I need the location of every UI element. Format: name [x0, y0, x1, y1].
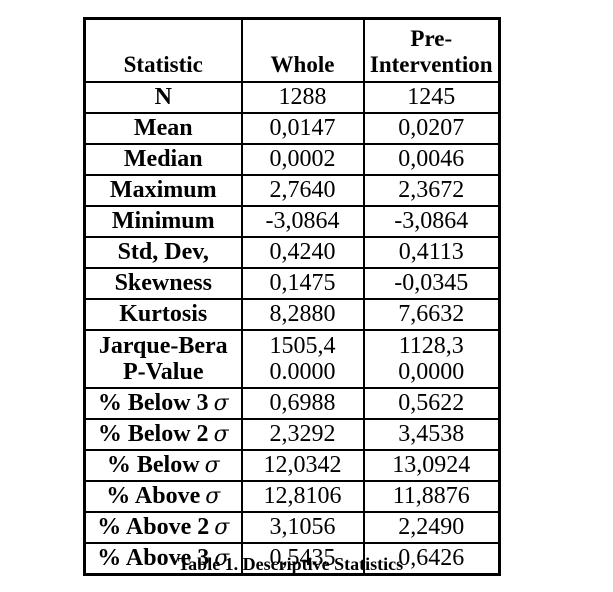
whole-value: 0,0002: [240, 143, 365, 176]
p-value-label: P-Value: [123, 359, 204, 385]
pre-intervention-value: 2,2490: [362, 511, 501, 544]
pre-intervention-value: 11,8876: [362, 480, 501, 513]
row-label-text: % Below: [106, 452, 200, 478]
row-label-text: % Below 3: [97, 390, 209, 416]
row-label: Kurtosis: [83, 298, 243, 331]
whole-value: 2,7640: [240, 174, 365, 207]
whole-value: 0,4240: [240, 236, 365, 269]
whole-value: 0,0147: [240, 112, 365, 145]
row-label-text: % Above 2: [97, 514, 210, 540]
sigma-symbol: σ: [213, 422, 229, 447]
whole-value: 1288: [240, 81, 365, 114]
table-row-maximum: Maximum 2,7640 2,3672: [83, 174, 501, 207]
whole-value: 12,8106: [240, 480, 365, 513]
row-label: % Above σ: [83, 480, 243, 513]
pre-intervention-value: 1245: [362, 81, 501, 114]
row-label: Mean: [83, 112, 243, 145]
whole-value: -3,0864: [240, 205, 365, 238]
row-label: Median: [83, 143, 243, 176]
pre-intervention-value: 7,6632: [362, 298, 501, 331]
pre-intervention-value: 0,5622: [362, 387, 501, 420]
table-row-pct-below-sigma: % Below σ 12,0342 13,0924: [83, 449, 501, 482]
descriptive-statistics-table: Statistic Whole Pre- Intervention N 1288…: [83, 17, 501, 576]
table-row-kurtosis: Kurtosis 8,2880 7,6632: [83, 298, 501, 331]
pre-intervention-value: 13,0924: [362, 449, 501, 482]
sigma-symbol: σ: [214, 546, 230, 571]
sigma-symbol: σ: [205, 484, 221, 509]
whole-value: 1505,4 0.0000: [240, 329, 365, 389]
table-header-row: Statistic Whole Pre- Intervention: [83, 17, 501, 83]
row-label-text: % Above: [106, 483, 201, 509]
pre-intervention-value: -3,0864: [362, 205, 501, 238]
whole-value: 8,2880: [240, 298, 365, 331]
pre-intervention-value: 0,4113: [362, 236, 501, 269]
pre-intervention-value: 3,4538: [362, 418, 501, 451]
pre-intervention-value: 2,3672: [362, 174, 501, 207]
pre-intervention-value: 1128,3 0,0000: [362, 329, 501, 389]
table-row-median: Median 0,0002 0,0046: [83, 143, 501, 176]
sigma-symbol: σ: [204, 453, 220, 478]
whole-value: 0,5435: [240, 542, 365, 576]
jarque-bera-label: Jarque-Bera: [98, 333, 228, 359]
row-label: Minimum: [83, 205, 243, 238]
sigma-symbol: σ: [214, 515, 230, 540]
whole-value: 3,1056: [240, 511, 365, 544]
jarque-bera-pre-value: 1128,3: [398, 333, 464, 359]
row-label: Jarque-Bera P-Value: [83, 329, 243, 389]
p-value-whole-value: 0.0000: [269, 359, 336, 385]
pre-intervention-line2: Intervention: [369, 52, 493, 77]
table-row-jarque-bera-pvalue: Jarque-Bera P-Value 1505,4 0.0000 1128,3…: [83, 329, 501, 389]
whole-value: 12,0342: [240, 449, 365, 482]
table-row-skewness: Skewness 0,1475 -0,0345: [83, 267, 501, 300]
table-row-n: N 1288 1245: [83, 81, 501, 114]
p-value-pre-value: 0,0000: [398, 359, 465, 385]
row-label: N: [83, 81, 243, 114]
table-row-pct-above-sigma: % Above σ 12,8106 11,8876: [83, 480, 501, 513]
row-label-text: % Below 2: [97, 421, 209, 447]
table-row-mean: Mean 0,0147 0,0207: [83, 112, 501, 145]
whole-value: 0,1475: [240, 267, 365, 300]
whole-value: 0,6988: [240, 387, 365, 420]
row-label: Maximum: [83, 174, 243, 207]
pre-intervention-value: 0,0207: [362, 112, 501, 145]
pre-intervention-value: 0,0046: [362, 143, 501, 176]
whole-value: 2,3292: [240, 418, 365, 451]
row-label: Skewness: [83, 267, 243, 300]
row-label-text: % Above 3: [97, 545, 210, 571]
table-row-std-dev: Std, Dev, 0,4240 0,4113: [83, 236, 501, 269]
sigma-symbol: σ: [213, 391, 229, 416]
table-caption: Table 1. Descriptive Statistics: [177, 554, 404, 574]
column-header-whole: Whole: [240, 17, 365, 83]
jarque-bera-whole-value: 1505,4: [269, 333, 336, 359]
column-header-pre-intervention: Pre- Intervention: [362, 17, 501, 83]
pre-intervention-value: -0,0345: [362, 267, 501, 300]
pre-intervention-line1: Pre-: [410, 26, 453, 51]
row-label: % Below σ: [83, 449, 243, 482]
column-header-statistic: Statistic: [83, 17, 243, 83]
table-row-minimum: Minimum -3,0864 -3,0864: [83, 205, 501, 238]
pre-intervention-value: 0,6426: [362, 542, 501, 576]
row-label: Std, Dev,: [83, 236, 243, 269]
